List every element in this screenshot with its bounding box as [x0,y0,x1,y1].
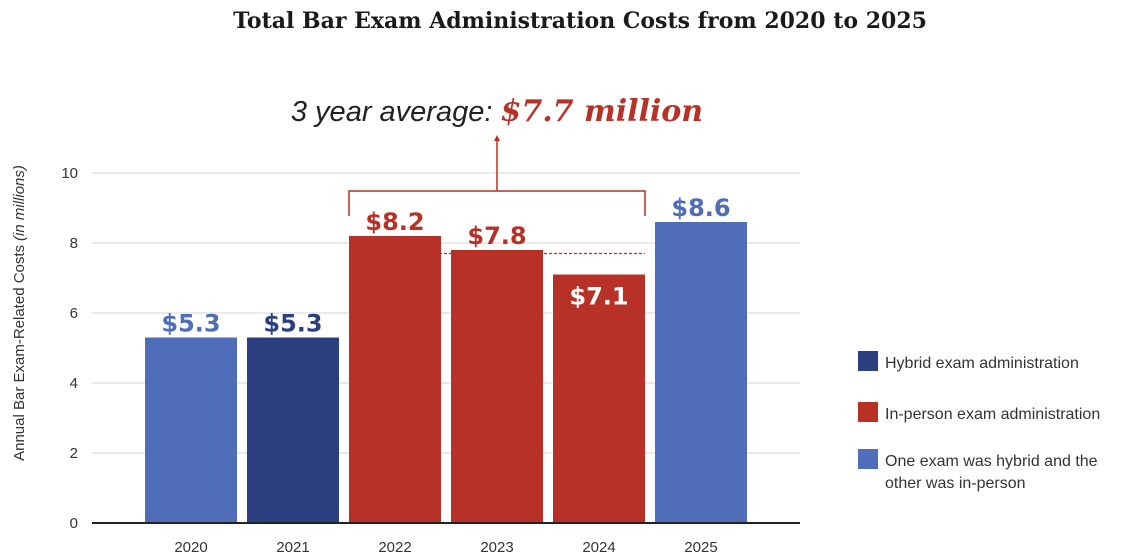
x-tick-label: 2021 [276,539,309,556]
average-annotation-value: $7.7 million [500,94,703,129]
bar-2024 [553,274,645,523]
y-tick-label: 0 [70,515,78,532]
bar-2023 [451,250,543,523]
legend-label-mixed: other was in-person [885,475,1026,492]
average-annotation-prefix: 3 year average: [291,96,501,128]
x-tick-label: 2024 [582,539,615,556]
bar-2022 [349,236,441,523]
legend-label-hybrid: Hybrid exam administration [885,355,1079,372]
legend-swatch-hybrid [858,351,878,371]
y-axis-label-unit: (in millions) [11,165,28,241]
bars [145,222,747,523]
legend-swatch-inperson [858,402,878,422]
bar-2025 [655,222,747,523]
chart-title: Total Bar Exam Administration Costs from… [233,8,927,34]
data-label-2024: $7.1 [569,283,628,311]
bar-2021 [247,337,339,523]
y-tick-label: 2 [70,445,78,462]
y-tick-label: 6 [70,305,78,322]
y-axis-label: Annual Bar Exam-Related Costs (in million… [11,165,28,461]
legend-label-inperson: In-person exam administration [885,406,1100,423]
y-axis-label-main: Annual Bar Exam-Related Costs [11,245,28,461]
data-label-2021: $5.3 [263,310,322,338]
bar-2020 [145,337,237,523]
x-tick-label: 2023 [480,539,513,556]
data-label-2023: $7.8 [467,222,526,250]
legend-label-mixed: One exam was hybrid and the [885,453,1098,470]
x-tick-label: 2022 [378,539,411,556]
average-bracket [348,135,646,255]
y-tick-label: 4 [70,375,78,392]
legend-swatch-mixed [858,449,878,469]
y-tick-label: 8 [70,235,78,252]
x-tick-label: 2020 [174,539,207,556]
x-axis-ticks: 2020 2021 2022 2023 2024 2025 [174,539,717,556]
data-label-2022: $8.2 [365,208,424,236]
average-annotation: 3 year average: $7.7 million [291,94,703,129]
data-label-2020: $5.3 [161,310,220,338]
y-axis-ticks: 0 2 4 6 8 10 [61,165,78,532]
average-pointer-arrow [494,135,500,141]
data-labels: $5.3 $5.3 $8.2 $7.8 $7.1 $8.6 [161,194,730,338]
legend: Hybrid exam administration In-person exam… [858,351,1100,492]
data-label-2025: $8.6 [671,194,730,222]
y-tick-label: 10 [61,165,78,182]
x-tick-label: 2025 [684,539,717,556]
